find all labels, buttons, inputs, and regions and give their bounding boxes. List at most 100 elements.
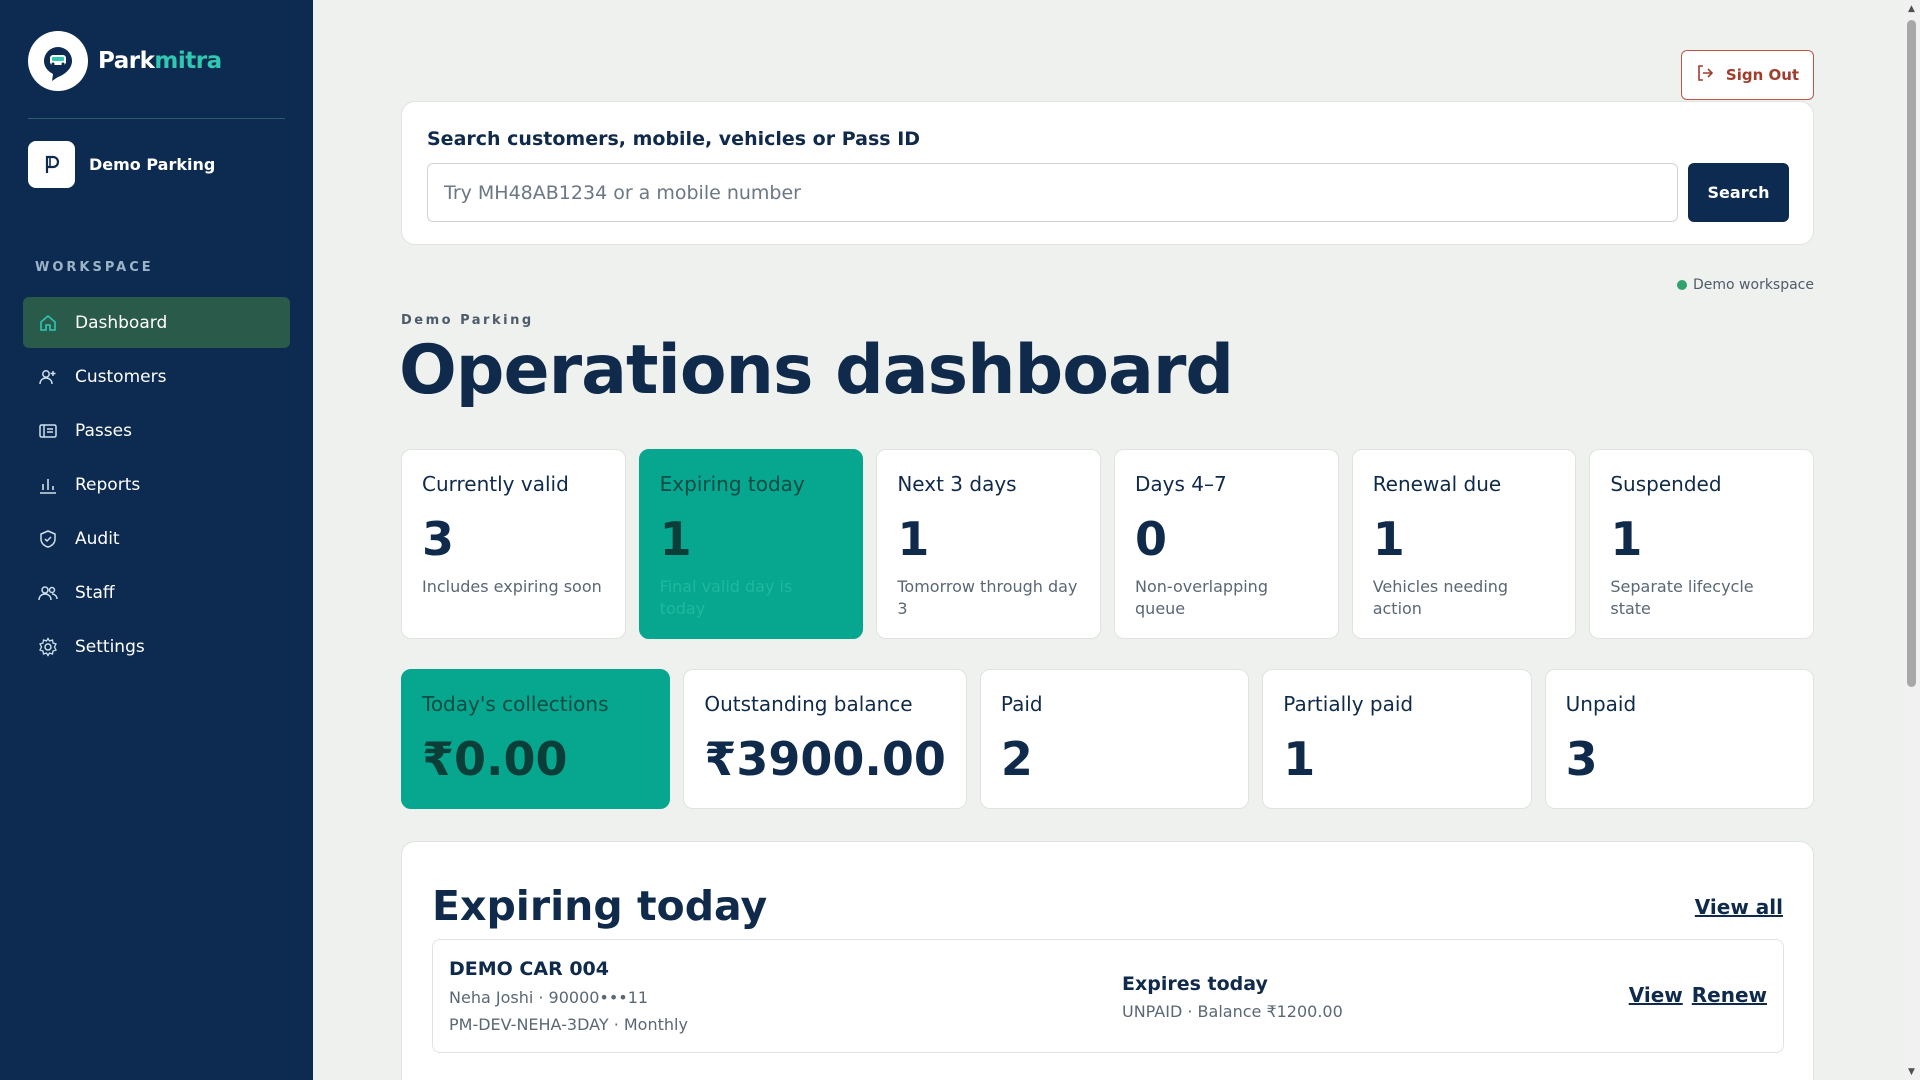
sidebar-item-passes[interactable]: Passes [23,405,290,456]
stat-card-expiring-today[interactable]: Expiring today 1 Final valid day is toda… [638,449,864,639]
sidebar-nav: Dashboard Customers Passes Reports Audit… [23,297,290,675]
sidebar: Parkmitra Demo Parking WORKSPACE Dashboa… [0,0,313,1080]
search-card: Search customers, mobile, vehicles or Pa… [401,101,1814,245]
sidebar-item-label: Audit [75,528,120,549]
stat-label: Suspended [1610,472,1722,496]
sign-out-label: Sign Out [1725,66,1800,84]
customer-info: Neha Joshi · 90000•••11 [449,988,649,1007]
page-title: Operations dashboard [399,331,1234,410]
pass-card-icon [37,420,59,442]
org-name: Demo Parking [89,155,216,174]
workspace-section-label: WORKSPACE [35,260,154,275]
money-row: Today's collections ₹0.00 Outstanding ba… [401,669,1815,809]
stat-sub: Vehicles needing action [1372,577,1509,618]
expiry-status: Expires today [1122,973,1268,995]
stat-value: 3 [422,512,455,566]
stat-label: Days 4–7 [1135,472,1227,496]
stat-sub: Tomorrow through day 3 [897,577,1078,618]
vehicle-plate: DEMO CAR 004 [449,958,609,980]
sidebar-item-label: Settings [75,636,145,657]
sidebar-item-label: Dashboard [75,312,168,333]
stat-label: Renewal due [1372,472,1502,496]
bar-chart-icon [37,474,59,496]
workspace-badge: Demo workspace [1677,277,1814,293]
stat-value: 0 [1135,512,1168,566]
stat-label: Next 3 days [897,472,1017,496]
stat-label: Expiring today [659,472,805,496]
stat-sub: Separate lifecycle state [1610,577,1754,618]
brand[interactable]: Parkmitra [28,31,222,91]
sidebar-item-customers[interactable]: Customers [23,351,290,402]
search-input[interactable] [427,163,1678,222]
sign-out-icon [1696,64,1714,86]
page-eyebrow: Demo Parking [401,313,534,328]
brand-name: Parkmitra [98,48,222,74]
sidebar-item-dashboard[interactable]: Dashboard [23,297,290,348]
users-icon [37,582,59,604]
home-icon [37,312,59,334]
stat-sub: Non-overlapping queue [1135,577,1268,618]
stat-card-next-3-days[interactable]: Next 3 days 1 Tomorrow through day 3 [876,449,1102,639]
sign-out-button[interactable]: Sign Out [1681,50,1814,100]
stat-sub: Final valid day is today [659,577,793,618]
stat-card-days-4-7[interactable]: Days 4–7 0 Non-overlapping queue [1114,449,1339,639]
stat-value: 1 [1610,512,1643,566]
org-switcher[interactable]: Demo Parking [28,141,215,188]
parkmitra-logo-icon [28,31,88,91]
pass-info: PM-DEV-NEHA-3DAY · Monthly [449,1015,688,1034]
money-card-outstanding-balance[interactable]: Outstanding balance ₹3900.00 [683,669,967,809]
gear-icon [37,636,59,658]
view-link[interactable]: View [1628,983,1683,1007]
money-label: Unpaid [1565,692,1637,716]
sidebar-item-audit[interactable]: Audit [23,513,290,564]
money-label: Outstanding balance [704,692,913,716]
sidebar-item-label: Staff [75,582,115,603]
user-plus-icon [37,366,59,388]
page-scrollbar[interactable]: ▲ ▼ [1903,0,1920,1080]
sidebar-item-label: Passes [75,420,132,441]
shield-check-icon [37,528,59,550]
money-card-partially-paid[interactable]: Partially paid 1 [1262,669,1532,809]
stat-value: 1 [659,512,692,566]
sidebar-item-settings[interactable]: Settings [23,621,290,672]
money-value: 2 [1000,732,1033,786]
stat-card-currently-valid[interactable]: Currently valid 3 Includes expiring soon [401,449,626,639]
section-title: Expiring today [432,882,768,930]
money-card-paid[interactable]: Paid 2 [979,669,1250,809]
money-label: Today's collections [422,692,609,716]
stat-value: 1 [897,512,930,566]
sidebar-divider [28,118,285,119]
expiring-today-card: Expiring today View all DEMO CAR 004 Neh… [401,841,1814,1080]
money-value: 3 [1565,732,1598,786]
list-item: DEMO CAR 004 Neha Joshi · 90000•••11 PM-… [432,939,1784,1053]
money-label: Paid [1000,692,1043,716]
search-button[interactable]: Search [1688,163,1789,222]
stat-card-suspended[interactable]: Suspended 1 Separate lifecycle state [1589,449,1815,639]
money-value: ₹3900.00 [704,732,946,786]
workspace-badge-label: Demo workspace [1693,277,1814,293]
stat-sub: Includes expiring soon [422,577,602,596]
scroll-up-arrow-icon[interactable]: ▲ [1908,3,1915,14]
parking-p-icon [28,141,75,188]
status-dot-icon [1677,280,1687,290]
row-actions: View Renew [1629,983,1767,1007]
payment-balance: UNPAID · Balance ₹1200.00 [1122,1002,1343,1021]
sidebar-item-reports[interactable]: Reports [23,459,290,510]
stat-card-renewal-due[interactable]: Renewal due 1 Vehicles needing action [1351,449,1577,639]
stat-value: 1 [1372,512,1405,566]
money-label: Partially paid [1283,692,1414,716]
renew-link[interactable]: Renew [1691,983,1767,1007]
view-all-link[interactable]: View all [1694,895,1783,919]
money-card-todays-collections[interactable]: Today's collections ₹0.00 [401,669,671,809]
scroll-down-arrow-icon[interactable]: ▼ [1908,1066,1915,1077]
search-title: Search customers, mobile, vehicles or Pa… [427,128,921,150]
stats-row: Currently valid 3 Includes expiring soon… [401,449,1815,639]
sidebar-item-staff[interactable]: Staff [23,567,290,618]
money-card-unpaid[interactable]: Unpaid 3 [1544,669,1815,809]
stat-label: Currently valid [422,472,569,496]
scrollbar-thumb[interactable] [1907,20,1916,687]
money-value: 1 [1283,732,1316,786]
sidebar-item-label: Reports [75,474,141,495]
sidebar-item-label: Customers [75,366,167,387]
money-value: ₹0.00 [422,732,568,786]
